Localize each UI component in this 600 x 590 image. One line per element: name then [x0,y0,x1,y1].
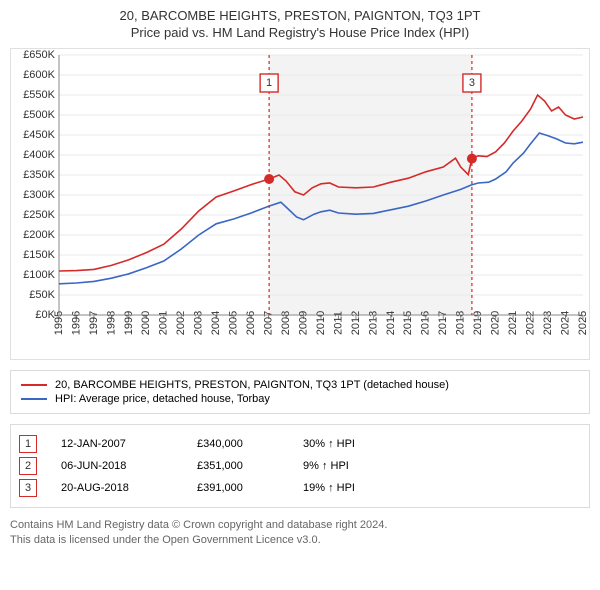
chart-titles: 20, BARCOMBE HEIGHTS, PRESTON, PAIGNTON,… [10,8,590,40]
transaction-marker: 3 [19,479,37,497]
svg-text:2010: 2010 [315,311,327,335]
svg-text:£650K: £650K [23,49,55,61]
svg-text:£550K: £550K [23,89,55,101]
svg-text:2014: 2014 [385,311,397,335]
svg-text:2003: 2003 [193,311,205,335]
svg-text:2001: 2001 [158,311,170,335]
svg-text:2008: 2008 [280,311,292,335]
svg-text:1996: 1996 [70,311,82,335]
legend-item-property: 20, BARCOMBE HEIGHTS, PRESTON, PAIGNTON,… [21,379,579,391]
chart-container: 20, BARCOMBE HEIGHTS, PRESTON, PAIGNTON,… [0,0,600,558]
svg-text:2013: 2013 [367,311,379,335]
svg-text:3: 3 [469,77,475,89]
svg-text:2023: 2023 [542,311,554,335]
legend: 20, BARCOMBE HEIGHTS, PRESTON, PAIGNTON,… [10,370,590,414]
transaction-date: 12-JAN-2007 [61,438,191,450]
svg-text:2012: 2012 [350,311,362,335]
svg-text:£350K: £350K [23,169,55,181]
svg-text:2024: 2024 [559,311,571,335]
svg-text:2021: 2021 [507,311,519,335]
svg-text:2007: 2007 [263,311,275,335]
svg-text:2020: 2020 [490,311,502,335]
chart-svg: £0K£50K£100K£150K£200K£250K£300K£350K£40… [11,49,591,359]
svg-text:2025: 2025 [577,311,589,335]
svg-text:£400K: £400K [23,149,55,161]
svg-text:1998: 1998 [105,311,117,335]
table-row: 3 20-AUG-2018 £391,000 19% ↑ HPI [19,479,581,497]
transaction-marker: 1 [19,435,37,453]
svg-text:2018: 2018 [455,311,467,335]
table-row: 2 06-JUN-2018 £351,000 9% ↑ HPI [19,457,581,475]
svg-text:2022: 2022 [525,311,537,335]
legend-item-hpi: HPI: Average price, detached house, Torb… [21,393,579,405]
svg-text:2015: 2015 [402,311,414,335]
transaction-price: £340,000 [197,438,297,450]
legend-label-property: 20, BARCOMBE HEIGHTS, PRESTON, PAIGNTON,… [55,379,449,391]
svg-text:2019: 2019 [472,311,484,335]
svg-text:£100K: £100K [23,269,55,281]
svg-text:2000: 2000 [140,311,152,335]
chart-plot: £0K£50K£100K£150K£200K£250K£300K£350K£40… [10,48,590,360]
svg-text:1999: 1999 [123,311,135,335]
transaction-delta: 9% ↑ HPI [303,460,413,472]
transaction-price: £391,000 [197,482,297,494]
attribution-line2: This data is licensed under the Open Gov… [10,533,590,548]
svg-text:£600K: £600K [23,69,55,81]
svg-text:2004: 2004 [210,311,222,335]
svg-text:2002: 2002 [175,311,187,335]
svg-text:£150K: £150K [23,249,55,261]
svg-text:1997: 1997 [88,311,100,335]
svg-text:£200K: £200K [23,229,55,241]
legend-label-hpi: HPI: Average price, detached house, Torb… [55,393,270,405]
svg-text:2005: 2005 [228,311,240,335]
transaction-marker: 2 [19,457,37,475]
svg-text:£250K: £250K [23,209,55,221]
svg-text:2009: 2009 [297,311,309,335]
svg-text:£500K: £500K [23,109,55,121]
svg-text:£300K: £300K [23,189,55,201]
attribution: Contains HM Land Registry data © Crown c… [10,518,590,548]
transaction-date: 06-JUN-2018 [61,460,191,472]
transaction-price: £351,000 [197,460,297,472]
svg-text:2017: 2017 [437,311,449,335]
attribution-line1: Contains HM Land Registry data © Crown c… [10,518,590,533]
svg-text:2016: 2016 [420,311,432,335]
chart-title-sub: Price paid vs. HM Land Registry's House … [10,25,590,40]
chart-title-main: 20, BARCOMBE HEIGHTS, PRESTON, PAIGNTON,… [10,8,590,23]
svg-text:1: 1 [266,77,272,89]
svg-text:£450K: £450K [23,129,55,141]
transaction-delta: 30% ↑ HPI [303,438,413,450]
svg-text:£50K: £50K [29,289,55,301]
legend-swatch-hpi [21,398,47,400]
transaction-delta: 19% ↑ HPI [303,482,413,494]
svg-text:2006: 2006 [245,311,257,335]
legend-swatch-property [21,384,47,386]
transaction-date: 20-AUG-2018 [61,482,191,494]
transactions-table: 1 12-JAN-2007 £340,000 30% ↑ HPI 2 06-JU… [10,424,590,508]
table-row: 1 12-JAN-2007 £340,000 30% ↑ HPI [19,435,581,453]
